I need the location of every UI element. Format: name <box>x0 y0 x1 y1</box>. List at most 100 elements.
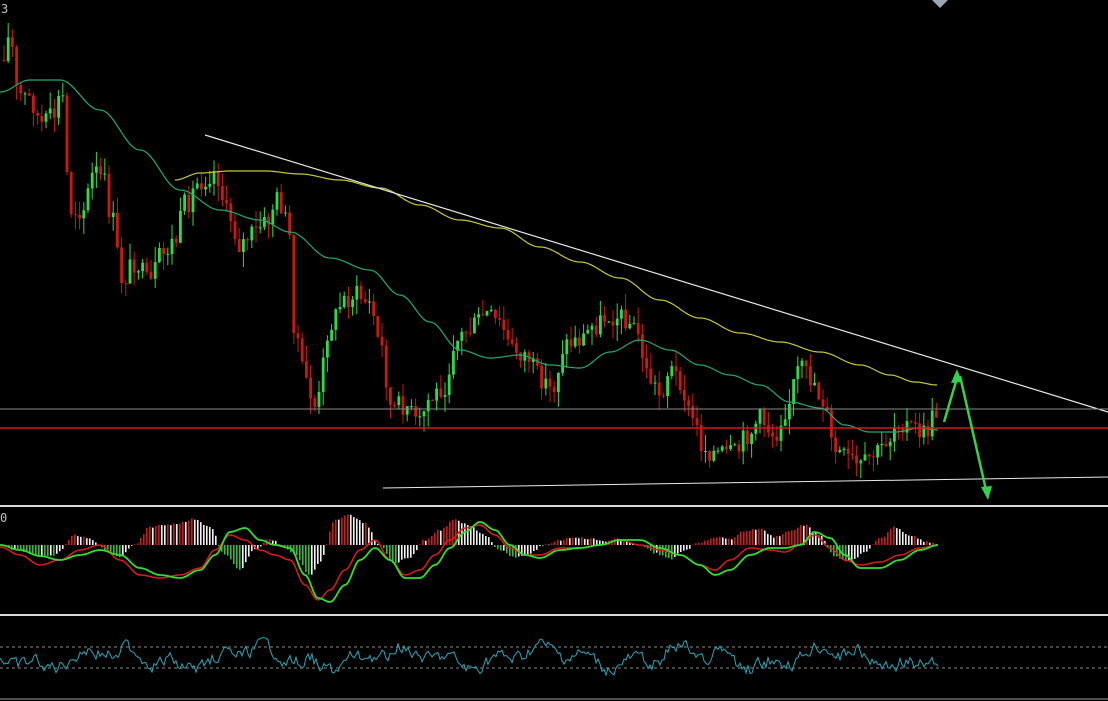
macd-bar <box>677 545 679 554</box>
macd-bar <box>920 539 922 545</box>
candle-body <box>880 443 884 446</box>
macd-bar <box>908 535 910 545</box>
macd-bar <box>629 542 631 545</box>
macd-bar <box>875 540 877 545</box>
candle-body <box>494 309 497 318</box>
candle-body <box>317 391 321 407</box>
macd-bar <box>272 540 274 545</box>
candle-body <box>712 450 716 461</box>
candle-body <box>225 200 228 204</box>
macd-bar <box>470 526 472 545</box>
macd-bar <box>374 540 376 545</box>
price-panel <box>0 22 1108 500</box>
price-panel-corner-label: 3 <box>1 2 9 16</box>
candle-body <box>653 382 657 384</box>
candle-body <box>506 329 510 340</box>
macd-bar <box>407 545 409 559</box>
macd-bar <box>824 540 826 545</box>
candle-body <box>99 166 102 175</box>
macd-bar <box>455 519 457 545</box>
macd-bar <box>785 531 787 545</box>
forecast-arrows <box>942 369 992 500</box>
macd-bar <box>533 545 535 552</box>
candle-body <box>162 248 165 255</box>
macd-bar <box>527 545 529 555</box>
candle-body <box>132 259 136 273</box>
candle-body <box>662 395 665 397</box>
candle-body <box>918 423 921 438</box>
macd-bar <box>29 545 31 555</box>
candle-body <box>86 188 90 211</box>
macd-bar <box>539 545 541 547</box>
candle-body <box>90 172 94 189</box>
macd-bar <box>872 544 874 546</box>
macd-bar <box>419 544 421 546</box>
macd-bar <box>332 522 334 545</box>
macd-bar <box>191 518 193 545</box>
up-arrow-head <box>951 369 962 383</box>
macd-bar <box>854 545 856 559</box>
macd-bar <box>23 545 25 552</box>
candle-body <box>935 410 938 418</box>
candle-body <box>351 299 354 308</box>
candle-body <box>914 422 917 424</box>
candle-body <box>536 358 539 366</box>
macd-bar <box>794 530 796 545</box>
macd-bar <box>83 536 85 545</box>
macd-bar <box>560 540 562 545</box>
macd-bar <box>92 540 94 545</box>
candle-body <box>372 301 375 316</box>
candle-body <box>355 285 359 300</box>
macd-bar <box>692 544 694 546</box>
macd-bar <box>185 521 187 545</box>
candle-body <box>573 337 577 347</box>
macd-bar <box>110 545 112 552</box>
macd-bar <box>170 525 172 545</box>
candle-body <box>779 425 783 441</box>
candlestick-series <box>2 22 938 479</box>
candle-body <box>485 311 489 316</box>
macd-bar <box>368 527 370 545</box>
candle-body <box>158 248 161 263</box>
candle-body <box>368 301 371 303</box>
macd-bar <box>674 545 676 558</box>
candle-body <box>846 448 850 454</box>
candle-body <box>258 227 262 229</box>
candle-body <box>57 96 60 118</box>
macd-bar <box>134 544 136 546</box>
candle-body <box>649 368 653 384</box>
candle-body <box>15 46 18 85</box>
macd-bar <box>476 530 478 545</box>
macd-bar <box>680 545 682 552</box>
candle-body <box>548 378 552 387</box>
candle-body <box>636 323 640 335</box>
macd-bar <box>341 517 343 545</box>
macd-bar <box>434 532 436 545</box>
macd-bar <box>44 545 46 556</box>
candle-body <box>78 214 81 219</box>
candle-body <box>120 247 123 284</box>
candle-body <box>11 37 14 47</box>
macd-bar <box>302 545 304 566</box>
macd-bar <box>65 543 67 545</box>
macd-bar <box>614 538 616 545</box>
candle-body <box>431 399 434 401</box>
candle-body <box>284 212 287 214</box>
macd-bar <box>923 541 925 545</box>
macd-bar <box>497 545 499 550</box>
macd-bar <box>881 537 883 545</box>
macd-bar <box>35 545 37 555</box>
scroll-marker-icon[interactable] <box>932 0 948 8</box>
candle-body <box>82 210 86 219</box>
candle-body <box>460 331 464 341</box>
candle-body <box>452 350 455 375</box>
macd-bar <box>296 545 298 556</box>
macd-bar <box>485 536 487 545</box>
candle-body <box>141 262 144 272</box>
macd-bar <box>800 525 802 545</box>
macd-bar <box>350 514 352 545</box>
macd-bar <box>884 536 886 545</box>
macd-bar <box>353 516 355 545</box>
candle-body <box>767 425 770 433</box>
